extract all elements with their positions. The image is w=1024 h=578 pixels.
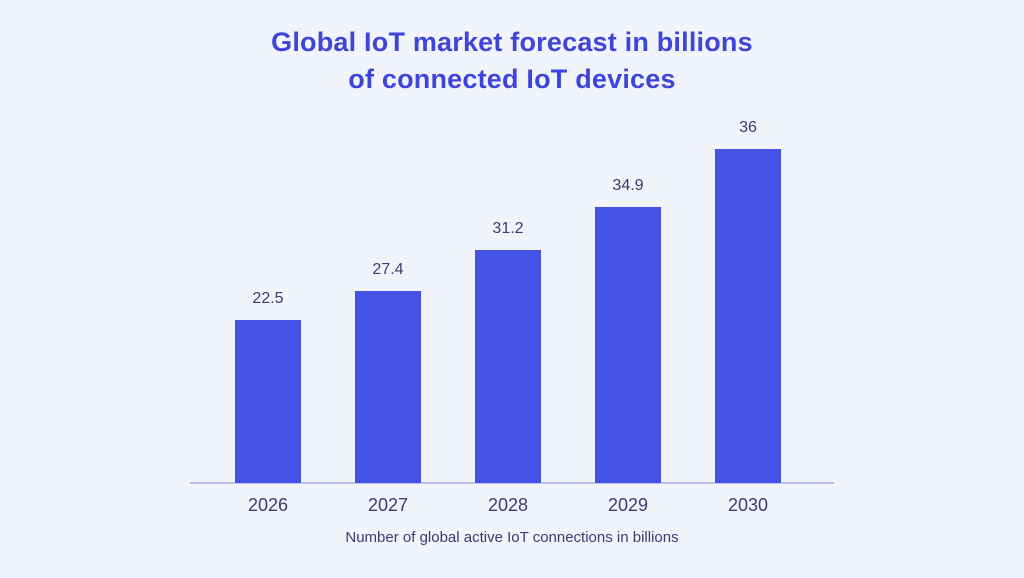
bar-value-label: 27.4 [372, 261, 404, 278]
x-tick-label-2027: 2027 [367, 495, 409, 515]
bar-2026 [235, 320, 301, 483]
bar-value-label: 36 [739, 119, 757, 136]
x-tick-label-2029: 2029 [607, 495, 649, 515]
x-tick-label-2026: 2026 [247, 495, 289, 515]
bar-2030 [715, 149, 781, 483]
bar-2027 [355, 291, 421, 483]
chart-title-line-2: of connected IoT devices [348, 64, 676, 94]
x-tick-label-2030: 2030 [727, 495, 769, 515]
chart-title-line-1: Global IoT market forecast in billions [271, 27, 753, 57]
x-axis-line [190, 482, 834, 484]
x-tick-label-2028: 2028 [487, 495, 529, 515]
bar-2028 [475, 250, 541, 483]
bar-value-label: 31.2 [492, 220, 524, 237]
chart-title: Global IoT market forecast in billions o… [0, 24, 1024, 98]
x-axis-caption: Number of global active IoT connections … [345, 529, 679, 546]
bar-value-label: 22.5 [252, 290, 284, 307]
bar-2029 [595, 207, 661, 483]
bar-value-label: 34.9 [612, 177, 644, 194]
